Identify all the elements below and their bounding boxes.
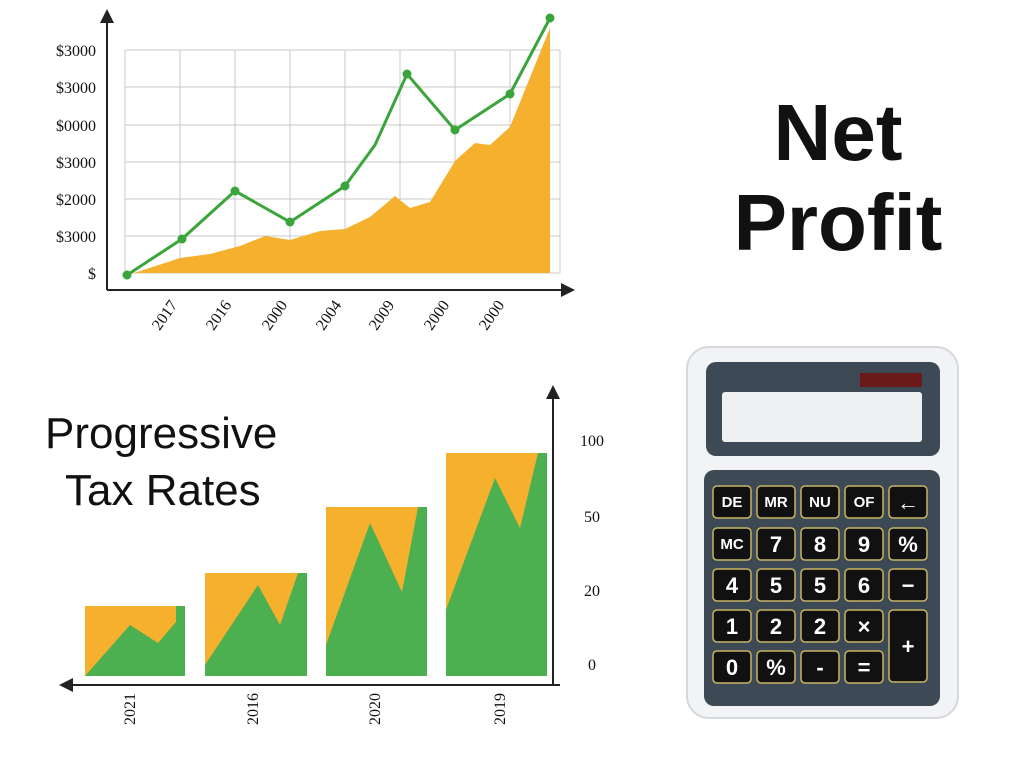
key-label: 1	[726, 614, 738, 639]
calculator-key	[888, 527, 928, 561]
key-label: 6	[858, 573, 870, 598]
calculator-key	[712, 527, 752, 561]
key-label: 5	[814, 573, 826, 598]
heading: Net	[774, 88, 903, 177]
y-tick-label: 100	[580, 433, 604, 450]
y-tick-label: $	[88, 266, 96, 283]
calculator-key	[800, 527, 840, 561]
key-label: 8	[814, 532, 826, 557]
calculator: DE MR NU OF ← MC 7 8 9 % 4 5 5 6 − 1 2 2 × +0% - =	[686, 346, 959, 719]
heading: Profit	[734, 178, 943, 267]
key-label: 2	[770, 614, 782, 639]
key-label: MR	[764, 494, 787, 511]
key-label: MC	[720, 536, 743, 553]
calculator-key	[712, 485, 752, 519]
y-tick-label: $3000	[56, 229, 96, 246]
key-label: 7	[770, 532, 782, 557]
key-label: 4	[726, 573, 739, 598]
calculator-key	[712, 609, 752, 643]
calculator-key	[712, 568, 752, 602]
key-label: ←	[897, 490, 919, 515]
calculator-key	[844, 609, 884, 643]
key-label: −	[902, 573, 915, 598]
calculator-key	[712, 650, 752, 684]
calculator-key	[844, 527, 884, 561]
area	[125, 28, 550, 276]
chart-title: Tax Rates	[65, 466, 261, 515]
x-tick-label: 2016	[245, 693, 262, 725]
chart-title: Progressive	[45, 409, 277, 458]
x-tick-label: 2000	[259, 298, 291, 334]
x-tick-label: 2021	[122, 693, 139, 725]
y-tick-label: $0000	[56, 118, 96, 135]
key-label: +	[902, 634, 915, 659]
line-chart: $3000 $3000 $0000 $3000 $2000 $3000 $ 2017 2016…	[56, 9, 575, 334]
x-tick-label: 2016	[203, 298, 235, 334]
y-tick-label: 20	[584, 583, 600, 600]
x-tick-label: 2004	[313, 298, 345, 334]
y-tick-label: 50	[584, 509, 600, 526]
key-label: DE	[722, 494, 743, 511]
calculator-key	[844, 568, 884, 602]
calculator-key	[800, 485, 840, 519]
x-tick-label: 2017	[149, 298, 181, 334]
calculator-key	[800, 609, 840, 643]
key-label: =	[858, 655, 871, 680]
key-label: 5	[770, 573, 782, 598]
y-tick-label: 0	[588, 657, 596, 674]
calculator-key	[888, 485, 928, 519]
y-tick-label: $3000	[56, 80, 96, 97]
x-tick-label: 2000	[421, 298, 453, 334]
y-tick-label: $3000	[56, 155, 96, 172]
calculator-key	[844, 650, 884, 684]
calculator-key	[756, 568, 796, 602]
key-label: -	[816, 655, 823, 680]
key-label: 9	[858, 532, 870, 557]
y-tick-label: $3000	[56, 43, 96, 60]
calculator-key	[756, 650, 796, 684]
x-tick-label: 2019	[492, 693, 509, 725]
key-label: %	[766, 655, 786, 680]
calculator-key	[800, 568, 840, 602]
bars	[85, 453, 547, 676]
key-label: OF	[854, 494, 875, 511]
tax-chart: Progressive Tax Rates 100 50 20 0 2021 2016 2…	[45, 385, 604, 725]
calculator-key	[756, 485, 796, 519]
x-tick-label: 2009	[366, 298, 398, 334]
calculator-key	[888, 609, 928, 683]
key-label: 0	[726, 655, 738, 680]
key-label: NU	[809, 494, 831, 511]
y-tick-label: $2000	[56, 192, 96, 209]
calculator-key	[888, 568, 928, 602]
calculator-key	[756, 609, 796, 643]
calculator-key	[800, 650, 840, 684]
x-tick-label: 2020	[367, 693, 384, 725]
key-label: 2	[814, 614, 826, 639]
x-tick-label: 2000	[476, 298, 508, 334]
calculator-key	[844, 485, 884, 519]
key-label: %	[898, 532, 918, 557]
points	[122, 13, 555, 280]
calculator-key	[756, 527, 796, 561]
profit-line	[126, 17, 552, 277]
key-label: ×	[858, 614, 871, 639]
